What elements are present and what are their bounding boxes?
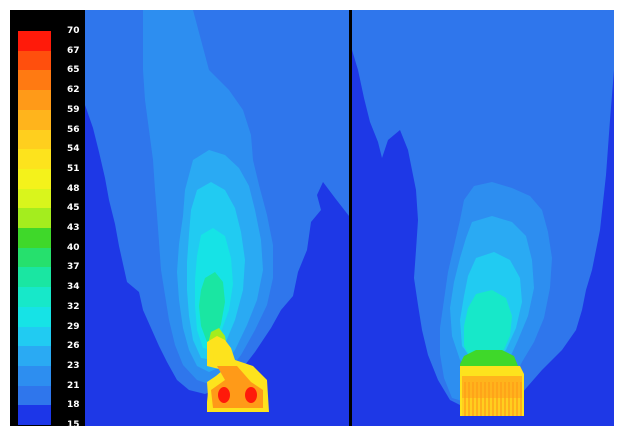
source-stripes: [464, 382, 522, 416]
legend-tick-label: 21: [67, 380, 80, 391]
legend-swatch: [18, 365, 51, 387]
legend-tick-label: 18: [67, 400, 80, 411]
legend-tick-label: 67: [67, 45, 80, 56]
color-legend: 70 67 65 62 59 56 54 51 48 45 43 40 37 34 32 29 26 23 21 18…: [10, 10, 85, 430]
hot-spot-left: [218, 387, 230, 403]
left-contour-plot: [85, 10, 349, 426]
legend-tick-label: 37: [67, 262, 80, 273]
legend-swatch: [18, 405, 51, 426]
legend-tick-label: 62: [67, 85, 80, 96]
legend-swatch: [18, 70, 51, 91]
legend-tick-label: 23: [67, 360, 80, 371]
legend-tick-label: 34: [67, 282, 80, 293]
legend-swatch: [18, 168, 51, 190]
legend-tick-label: 32: [67, 301, 80, 312]
legend-swatch: [18, 50, 51, 71]
legend-swatch: [18, 306, 51, 327]
legend-swatch: [18, 247, 51, 268]
legend-swatch: [18, 109, 51, 130]
legend-tick-label: 26: [67, 341, 80, 352]
legend-tick-label: 48: [67, 183, 80, 194]
plume-band-34: [464, 290, 512, 362]
legend-swatch: [18, 228, 51, 249]
legend-swatch: [18, 208, 51, 229]
legend-swatch: [18, 326, 51, 347]
panel-divider: [349, 10, 352, 426]
legend-swatch: [18, 129, 51, 150]
legend-swatch: [18, 149, 51, 170]
legend-tick-label: 70: [67, 26, 80, 36]
legend-swatch: [18, 385, 51, 406]
plume-band-37: [199, 272, 225, 342]
right-plume-svg: [352, 10, 614, 426]
legend-tick-label: 40: [67, 242, 80, 253]
right-contour-plot: [352, 10, 614, 426]
legend-tick-label: 43: [67, 223, 80, 233]
legend-tick-label: 51: [67, 163, 80, 174]
legend-swatch: [18, 267, 51, 288]
legend-swatch: [18, 188, 51, 209]
legend-swatch: [18, 287, 51, 308]
legend-tick-label: 65: [67, 65, 80, 76]
legend-color-bar: [18, 31, 51, 426]
legend-swatch: [18, 31, 51, 52]
legend-swatch: [18, 346, 51, 367]
hot-spot-right: [245, 387, 257, 403]
legend-tick-label: 45: [67, 203, 80, 214]
legend-tick-label: 15: [67, 420, 80, 430]
left-plume-svg: [85, 10, 349, 426]
legend-tick-label: 59: [67, 104, 80, 115]
legend-tick-label: 54: [67, 144, 80, 155]
legend-tick-label: 29: [67, 321, 80, 332]
legend-swatch: [18, 90, 51, 111]
legend-tick-label: 56: [67, 124, 80, 135]
